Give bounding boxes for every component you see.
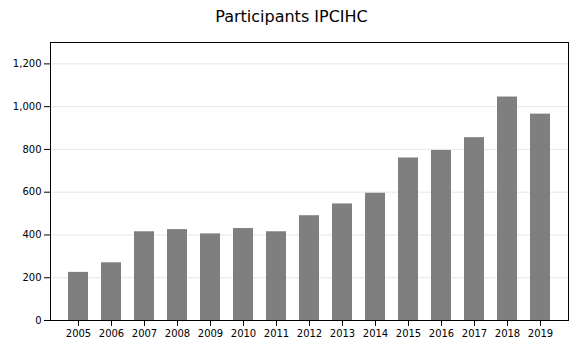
html-text:Participants IPCIHC: Participants IPCIHC: [215, 7, 368, 26]
svg-text:800: 800: [22, 144, 41, 155]
svg-text:2016: 2016: [429, 328, 454, 339]
svg-text:2012: 2012: [297, 328, 322, 339]
svg-text:200: 200: [22, 272, 41, 283]
svg-text:2013: 2013: [330, 328, 355, 339]
svg-text:2005: 2005: [66, 328, 91, 339]
svg-text:600: 600: [22, 186, 41, 197]
svg-text:2011: 2011: [264, 328, 289, 339]
svg-text:2018: 2018: [495, 328, 520, 339]
svg-text:2006: 2006: [99, 328, 124, 339]
svg-text:2008: 2008: [165, 328, 190, 339]
svg-text:2009: 2009: [198, 328, 223, 339]
svg-text:2007: 2007: [132, 328, 157, 339]
svg-text:400: 400: [22, 229, 41, 240]
svg-text:0: 0: [35, 315, 41, 326]
svg-text:2015: 2015: [396, 328, 421, 339]
svg-text:2019: 2019: [528, 328, 553, 339]
svg-text:1,200: 1,200: [13, 58, 42, 69]
svg-text:2017: 2017: [462, 328, 487, 339]
svg-text:2010: 2010: [231, 328, 256, 339]
svg-text:1,000: 1,000: [13, 101, 42, 112]
svg-text:2014: 2014: [363, 328, 388, 339]
